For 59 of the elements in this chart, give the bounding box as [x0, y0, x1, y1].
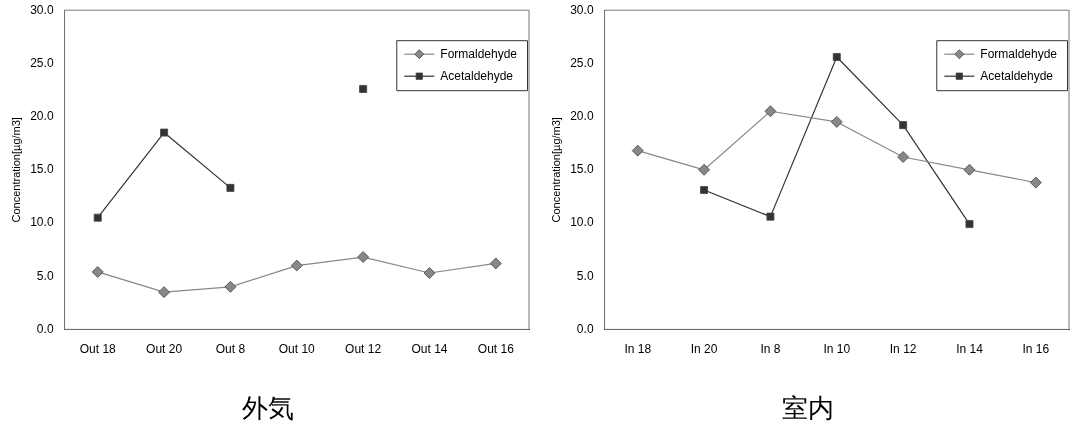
x-tick-label: Out 16	[477, 341, 515, 356]
y-tick-label: 0.0	[576, 321, 594, 336]
x-tick-label: Out 12	[345, 341, 382, 356]
point	[766, 212, 775, 221]
x-tick-label: Out 18	[79, 341, 117, 356]
y-tick-label: 25.0	[30, 55, 54, 70]
y-tick-label: 30.0	[30, 2, 54, 17]
legend-label: Acetaldehyde	[440, 68, 514, 83]
x-tick-label: Out 14	[411, 341, 448, 356]
point	[963, 163, 976, 176]
x-tick-label: Out 8	[215, 341, 246, 356]
point	[489, 257, 502, 270]
point	[93, 213, 102, 222]
x-tick-label: In 18	[624, 341, 652, 356]
x-tick-label: In 12	[889, 341, 917, 356]
point	[631, 144, 644, 157]
y-tick-label: 0.0	[36, 321, 54, 336]
y-axis-title: Concentration[µg/m3]	[549, 117, 562, 223]
point	[832, 53, 841, 61]
y-tick-label: 25.0	[570, 55, 594, 70]
text: 室内	[781, 394, 834, 424]
point	[830, 116, 843, 128]
y-tick-label: 15.0	[30, 162, 54, 177]
point	[965, 220, 974, 228]
point	[423, 267, 436, 279]
legend-label: Formaldehyde	[980, 46, 1058, 61]
legend-label: Formaldehyde	[440, 46, 518, 61]
point	[764, 105, 777, 118]
x-tick-label: Out 10	[278, 341, 316, 356]
y-tick-label: 30.0	[570, 2, 594, 17]
x-tick-label: In 14	[956, 341, 984, 356]
point	[226, 183, 235, 192]
x-tick-label: Out 20	[146, 341, 183, 356]
y-tick-label: 5.0	[576, 268, 594, 283]
x-tick-label: In 8	[760, 341, 781, 356]
point	[357, 251, 370, 263]
point	[359, 85, 368, 93]
y-tick-label: 10.0	[570, 215, 594, 230]
point	[698, 163, 710, 176]
legend-label: Acetaldehyde	[980, 68, 1054, 83]
y-tick-label: 20.0	[30, 108, 54, 123]
y-tick-label: 5.0	[36, 268, 54, 283]
y-axis-title: Concentration[µg/m3]	[9, 117, 22, 223]
point	[290, 259, 303, 272]
x-tick-label: In 20	[690, 341, 718, 356]
x-tick-label: In 10	[823, 341, 851, 356]
point	[897, 151, 910, 163]
point	[158, 286, 170, 299]
y-tick-label: 20.0	[570, 108, 594, 123]
text: 外気	[241, 394, 294, 424]
point	[224, 280, 237, 293]
point	[899, 121, 908, 130]
y-tick-label: 15.0	[570, 162, 594, 177]
x-tick-label: In 16	[1022, 341, 1050, 356]
point	[160, 128, 169, 137]
point	[700, 186, 709, 194]
point	[1029, 176, 1042, 189]
y-tick-label: 10.0	[30, 215, 54, 230]
point	[91, 266, 104, 278]
